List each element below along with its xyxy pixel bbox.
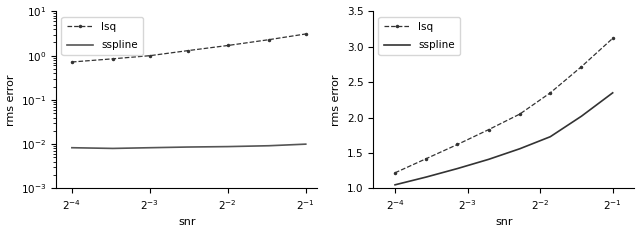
lsq	[578, 65, 586, 68]
sspline	[516, 147, 524, 150]
lsq	[68, 61, 76, 63]
lsq	[391, 171, 399, 174]
sspline	[547, 135, 554, 138]
lsq	[224, 44, 232, 47]
sspline	[224, 145, 232, 148]
sspline	[422, 176, 430, 178]
Line: lsq: lsq	[393, 36, 615, 175]
lsq	[302, 33, 310, 35]
sspline	[454, 167, 461, 170]
lsq	[609, 37, 616, 40]
Line: sspline: sspline	[72, 144, 306, 148]
sspline	[265, 144, 273, 147]
Line: sspline: sspline	[395, 93, 612, 185]
lsq	[146, 54, 154, 57]
lsq	[184, 49, 191, 52]
sspline	[609, 91, 616, 94]
sspline	[302, 143, 310, 146]
lsq	[109, 57, 116, 60]
sspline	[184, 146, 191, 148]
lsq	[484, 128, 492, 131]
lsq	[454, 143, 461, 146]
sspline	[68, 146, 76, 149]
sspline	[484, 158, 492, 161]
lsq	[516, 113, 524, 116]
sspline	[578, 115, 586, 118]
sspline	[391, 183, 399, 186]
Line: lsq: lsq	[70, 32, 308, 64]
lsq	[422, 157, 430, 160]
lsq	[265, 38, 273, 41]
X-axis label: snr: snr	[495, 217, 513, 227]
Legend: lsq, sspline: lsq, sspline	[378, 17, 460, 55]
Legend: lsq, sspline: lsq, sspline	[61, 17, 143, 55]
X-axis label: snr: snr	[178, 217, 196, 227]
Y-axis label: rms error: rms error	[6, 74, 15, 126]
Y-axis label: rms error: rms error	[332, 74, 341, 126]
lsq	[547, 91, 554, 94]
sspline	[146, 146, 154, 149]
sspline	[109, 147, 116, 150]
